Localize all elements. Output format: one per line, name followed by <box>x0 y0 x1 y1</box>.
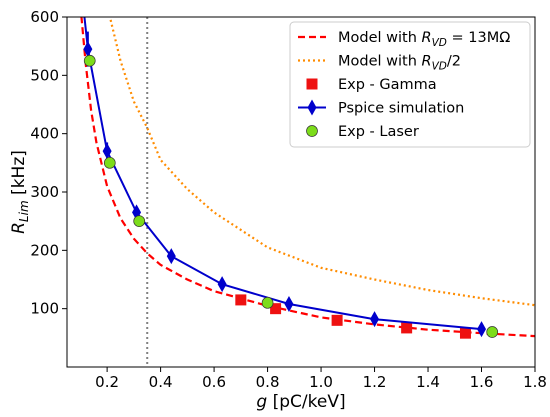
legend-exp-gamma-label: Exp - Gamma <box>338 77 437 93</box>
x-axis-variable: g <box>256 392 267 412</box>
pspice-simulation-point <box>477 321 487 338</box>
exp-laser-point <box>486 326 499 338</box>
y-tick-label: 600 <box>30 8 59 26</box>
x-tick-label: 1.4 <box>416 373 440 391</box>
x-tick-label: 0.6 <box>202 373 226 391</box>
exp-laser-point <box>103 156 116 169</box>
legend-exp-gamma-marker <box>306 78 318 90</box>
legend-exp-gamma: Exp - Gamma <box>306 77 437 93</box>
legend-model-rvd-label: Model with RVD = 13MΩ <box>338 30 510 49</box>
legend-model-rvd-half-label: Model with RVD/2 <box>338 54 461 73</box>
y-axis-variable: R <box>9 222 29 234</box>
x-tick-label: 1.0 <box>309 373 333 391</box>
legend-pspice-simulation: Pspice simulation <box>298 99 464 117</box>
pspice-simulation-point <box>217 276 227 293</box>
legend-exp-laser-label: Exp - Laser <box>338 124 419 140</box>
y-tick-label: 400 <box>30 125 59 143</box>
legend-box <box>289 21 531 148</box>
model-rvd-half-dotted-line <box>108 17 535 307</box>
model-rvd-dashed-line <box>80 17 535 338</box>
legend-exp-laser-marker <box>306 125 318 137</box>
plot-frame <box>66 16 536 368</box>
exp-gamma-point <box>331 314 343 326</box>
x-tick-label: 0.2 <box>95 373 119 391</box>
exp-gamma-series <box>235 294 471 339</box>
pspice-simulation-point <box>370 311 380 328</box>
legend-pspice-simulation-label: Pspice simulation <box>338 101 464 117</box>
y-tick-label: 100 <box>30 300 59 318</box>
exp-gamma-point <box>270 303 282 315</box>
y-tick-label: 500 <box>30 66 59 84</box>
pspice-simulation-point <box>102 143 112 160</box>
exp-laser-point <box>133 215 146 228</box>
legend-model-rvd: Model with RVD = 13MΩ <box>298 30 510 49</box>
pspice-simulation-point <box>83 41 93 58</box>
exp-gamma-point <box>459 327 471 339</box>
model-rvd-dashed-line-path <box>80 17 535 338</box>
x-tick-label: 1.6 <box>470 373 494 391</box>
y-axis-title: RLim [kHz] <box>9 150 31 234</box>
pspice-simulation-point <box>166 248 176 265</box>
x-axis-title: g [pC/keV] <box>256 392 345 412</box>
y-tick-label: 200 <box>30 241 59 259</box>
exp-gamma-point <box>235 294 247 306</box>
x-tick-label: 1.8 <box>523 373 547 391</box>
x-tick-label: 0.4 <box>149 373 173 391</box>
x-tick-label: 0.8 <box>256 373 280 391</box>
y-tick-label: 300 <box>30 183 59 201</box>
legend-pspice-simulation-marker <box>307 99 317 116</box>
exp-laser-point <box>261 296 274 309</box>
exp-gamma-point <box>401 322 413 334</box>
model-rvd-half-dotted-line-path <box>108 17 535 307</box>
exp-laser-series <box>83 54 499 338</box>
legend-exp-laser: Exp - Laser <box>306 124 419 140</box>
y-axis-unit: [kHz] <box>9 150 29 200</box>
pspice-simulation-point <box>284 296 294 312</box>
x-axis-unit: [pC/keV] <box>273 392 346 412</box>
x-tick-label: 1.2 <box>363 373 387 391</box>
legend-model-rvd-half: Model with RVD/2 <box>298 54 461 73</box>
exp-laser-point <box>83 54 96 67</box>
y-axis-subscript: Lim <box>17 200 31 222</box>
